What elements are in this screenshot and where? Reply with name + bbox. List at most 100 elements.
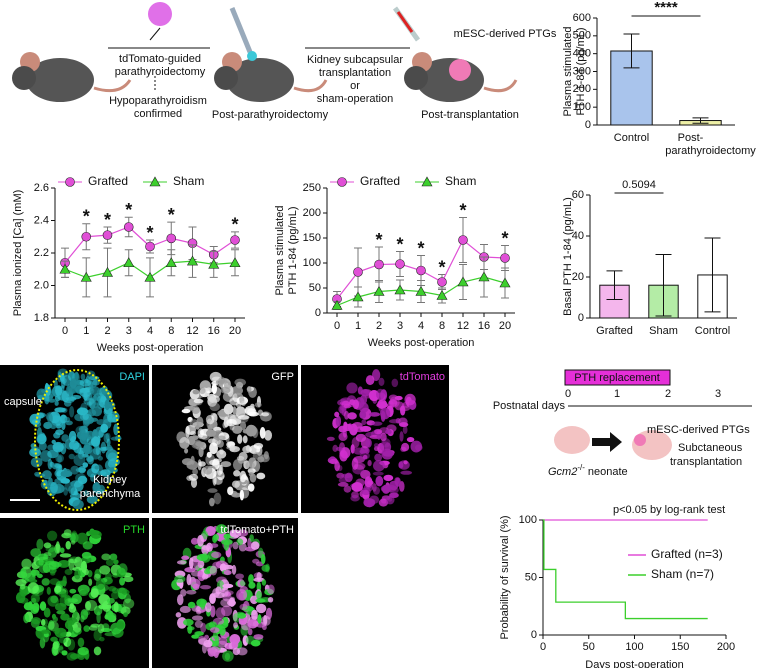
y-tick-label: 2.2 <box>34 247 49 259</box>
cell <box>47 547 58 558</box>
cell <box>259 427 266 439</box>
micrograph-labels: DAPI capsule Kidney parenchyma GFP tdToma… <box>4 371 445 536</box>
cell <box>211 551 222 559</box>
cell <box>70 533 76 542</box>
cell <box>242 435 248 444</box>
cell <box>101 553 111 561</box>
cell <box>76 407 89 416</box>
x-tick-label: 8 <box>439 320 445 332</box>
cell <box>103 433 110 443</box>
cell <box>255 603 267 614</box>
cell <box>116 587 128 594</box>
cell <box>69 588 77 594</box>
y-axis-label: Probability of survival (%) <box>499 515 511 639</box>
y-tick-label: 500 <box>573 30 591 42</box>
cell <box>373 460 385 472</box>
cell <box>61 434 70 442</box>
cell <box>68 558 75 571</box>
graft-outline <box>34 369 120 511</box>
cell <box>37 433 47 445</box>
cell <box>372 486 381 495</box>
cell <box>232 541 239 550</box>
cell <box>91 406 103 417</box>
y-tick-label: 600 <box>573 12 591 24</box>
cell <box>248 574 254 584</box>
x-tick-label: Grafted <box>596 325 633 337</box>
cell <box>221 605 233 617</box>
cell <box>267 596 274 603</box>
schematic: tdTomato-guided parathyroidectomy Hypopar… <box>12 2 557 121</box>
treatment-label: PTH replacement <box>574 372 660 384</box>
cell <box>209 565 218 576</box>
cell <box>239 489 245 501</box>
cell <box>369 495 380 504</box>
point <box>457 276 469 287</box>
annotation: **** <box>654 0 678 16</box>
cell <box>250 595 259 605</box>
cell <box>65 540 71 550</box>
error-bar <box>692 117 709 124</box>
cell <box>229 397 240 406</box>
cell <box>343 485 352 493</box>
cell <box>104 399 110 411</box>
y-tick-label: 400 <box>573 48 591 60</box>
cell <box>207 438 216 444</box>
cell <box>187 601 196 609</box>
y-tick-label: 50 <box>309 282 321 294</box>
cell <box>99 446 108 451</box>
cell <box>54 407 66 413</box>
cell <box>106 444 113 451</box>
cell <box>385 495 395 505</box>
cell <box>185 589 197 595</box>
cell <box>97 623 105 634</box>
point <box>81 231 92 242</box>
cell <box>229 529 242 538</box>
cell <box>46 586 51 595</box>
cell <box>83 568 89 576</box>
cell <box>232 406 237 416</box>
cell <box>247 619 258 629</box>
cell <box>233 470 241 477</box>
cell <box>371 421 383 426</box>
cell <box>87 455 94 465</box>
cell <box>194 631 205 636</box>
cell <box>236 456 245 461</box>
cell <box>218 636 228 645</box>
cell <box>212 588 220 598</box>
cell <box>263 451 269 460</box>
cell <box>222 583 234 589</box>
point <box>80 271 92 282</box>
x-tick-label: 4 <box>418 320 424 332</box>
cell <box>215 379 228 385</box>
annotation: p<0.05 by log-rank test <box>613 504 725 516</box>
mouse <box>392 6 518 102</box>
cell <box>232 647 241 656</box>
cell <box>212 386 222 398</box>
y-tick-label: 200 <box>303 207 321 219</box>
day-label: 2 <box>665 388 671 400</box>
point <box>500 253 510 263</box>
mouse <box>214 7 328 102</box>
cell <box>205 525 216 536</box>
cell <box>355 478 365 487</box>
cell <box>338 477 348 484</box>
cell <box>184 567 196 573</box>
cell <box>77 647 89 656</box>
point <box>458 235 468 245</box>
cell <box>58 636 67 644</box>
cell <box>199 387 206 395</box>
y-tick-label: 100 <box>519 514 537 526</box>
cell <box>92 379 100 386</box>
cell <box>89 387 95 394</box>
graft-label: mESC-derived PTGs <box>454 28 557 40</box>
cell <box>105 559 114 567</box>
cell <box>83 625 90 632</box>
x-tick-label: 150 <box>671 641 689 653</box>
point <box>145 241 155 252</box>
x-tick-label: 16 <box>208 325 220 337</box>
cell <box>187 625 193 634</box>
cell <box>223 403 234 415</box>
cell <box>104 632 117 637</box>
cell <box>204 634 210 640</box>
cell <box>260 615 271 627</box>
